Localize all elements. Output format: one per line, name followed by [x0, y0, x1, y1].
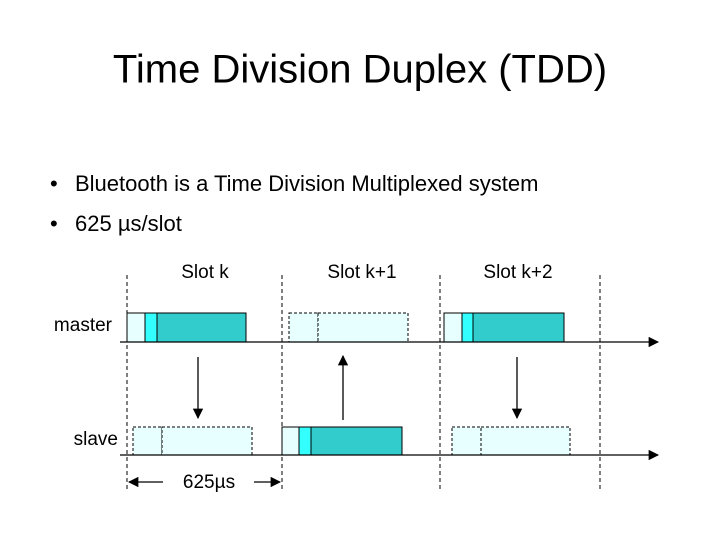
bullet: Bluetooth is a Time Division Multiplexed…: [75, 171, 538, 196]
master-packets: [126, 312, 565, 343]
bullet-dot: •: [50, 211, 58, 236]
slot-boundaries: [126, 275, 601, 492]
duration-label: 625µs: [183, 472, 235, 493]
slot-label: Slot k: [181, 262, 229, 283]
bullet-dot: •: [50, 171, 58, 196]
slot-label: Slot k+2: [483, 262, 552, 283]
bullet: 625 µs/slot: [75, 211, 182, 236]
title: Time Division Duplex (TDD): [113, 48, 607, 92]
slot-label: Slot k+1: [327, 262, 396, 283]
slave-packets: [132, 426, 571, 456]
row-label: master: [54, 315, 113, 336]
row-label: slave: [74, 429, 118, 450]
